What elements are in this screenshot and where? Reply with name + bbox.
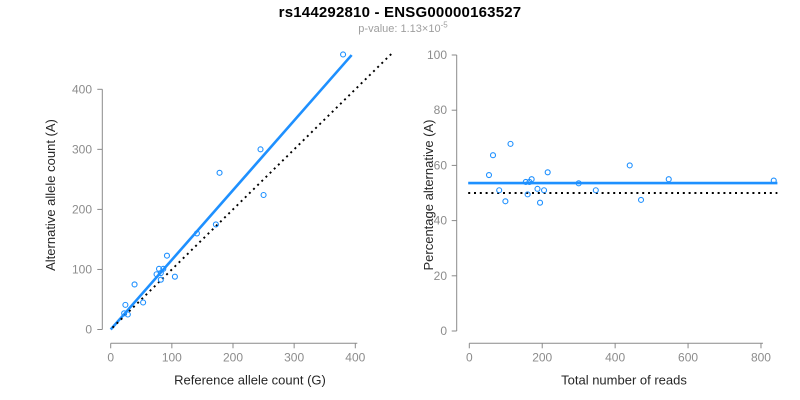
data-point [534, 185, 541, 192]
data-point [122, 301, 129, 308]
data-point [592, 187, 599, 194]
data-point [121, 310, 128, 317]
y-tick-label: 200 [72, 202, 92, 216]
data-point [536, 199, 544, 206]
data-point [575, 180, 582, 187]
data-point [524, 191, 531, 198]
y-tick-label: 40 [434, 214, 448, 228]
data-point [528, 176, 535, 183]
allele-count-scatter-svg: 0 100 200 300 400 0 100 200 300 400 Reference alle… [43, 51, 394, 387]
data-point [507, 140, 514, 147]
data-point [140, 299, 147, 306]
data-point [157, 276, 164, 283]
y-tick-label: 0 [440, 324, 447, 338]
data-point [216, 169, 223, 176]
data-point [260, 191, 267, 199]
identity-line [111, 51, 394, 329]
plot-title: rs144292810 - ENSG00000163527 [278, 4, 522, 21]
pvalue-exponent: -5 [440, 20, 448, 30]
x-tick-label: 100 [162, 350, 182, 364]
x-tick-label: 0 [107, 350, 114, 364]
data-point [770, 177, 777, 184]
percentage-scatter-svg: 0 20 40 60 80 100 0 200 400 600 800 Total number of… [421, 48, 778, 387]
data-point [157, 270, 164, 277]
data-point [485, 172, 493, 179]
data-point [212, 221, 219, 228]
data-point [163, 252, 171, 259]
y-tick-label: 100 [427, 48, 447, 62]
y-tick-label: 300 [72, 142, 92, 156]
y-axis-title: Percentage alternative (A) [421, 119, 436, 270]
data-point [340, 51, 347, 58]
x-tick-label: 200 [532, 350, 552, 364]
x-tick-label: 0 [466, 350, 473, 364]
data-point [124, 311, 131, 318]
regression-line [109, 54, 353, 331]
data-point [637, 196, 645, 203]
y-tick-label: 0 [85, 323, 92, 337]
x-tick-label: 200 [223, 350, 243, 364]
plot-header: rs144292810 - ENSG00000163527 p-value: 1… [0, 0, 800, 35]
percentage-scatter-figure: 0 20 40 60 80 100 0 200 400 600 800 Total number of… [420, 40, 800, 400]
y-tick-label: 60 [434, 158, 448, 172]
data-point [193, 230, 200, 237]
y-axis-title: Alternative allele count (A) [43, 119, 58, 271]
data-point [257, 146, 264, 153]
data-point [540, 187, 548, 194]
data-point [171, 273, 178, 280]
x-tick-label: 300 [284, 350, 304, 364]
data-point [665, 176, 672, 183]
data-point [496, 187, 503, 194]
y-tick-label: 20 [434, 269, 448, 283]
data-point [489, 152, 497, 159]
x-axis-title: Total number of reads [561, 372, 687, 387]
pvalue-text: p-value: 1.13×10 [358, 23, 441, 35]
x-axis-title: Reference allele count (G) [174, 372, 326, 387]
allele-count-scatter-figure: 0 100 200 300 400 0 100 200 300 400 Reference alle… [0, 40, 420, 400]
data-point [502, 198, 509, 205]
x-tick-label: 400 [605, 350, 625, 364]
y-tick-label: 400 [72, 82, 92, 96]
y-tick-label: 100 [72, 262, 92, 276]
x-tick-label: 400 [345, 350, 365, 364]
data-point [131, 281, 138, 288]
data-point [544, 169, 551, 176]
plot-subtitle: p-value: 1.13×10-5 [0, 20, 800, 35]
x-tick-label: 600 [678, 350, 698, 364]
x-tick-label: 800 [751, 350, 771, 364]
data-point [522, 178, 529, 186]
y-tick-label: 80 [434, 103, 448, 117]
data-point [626, 162, 633, 169]
